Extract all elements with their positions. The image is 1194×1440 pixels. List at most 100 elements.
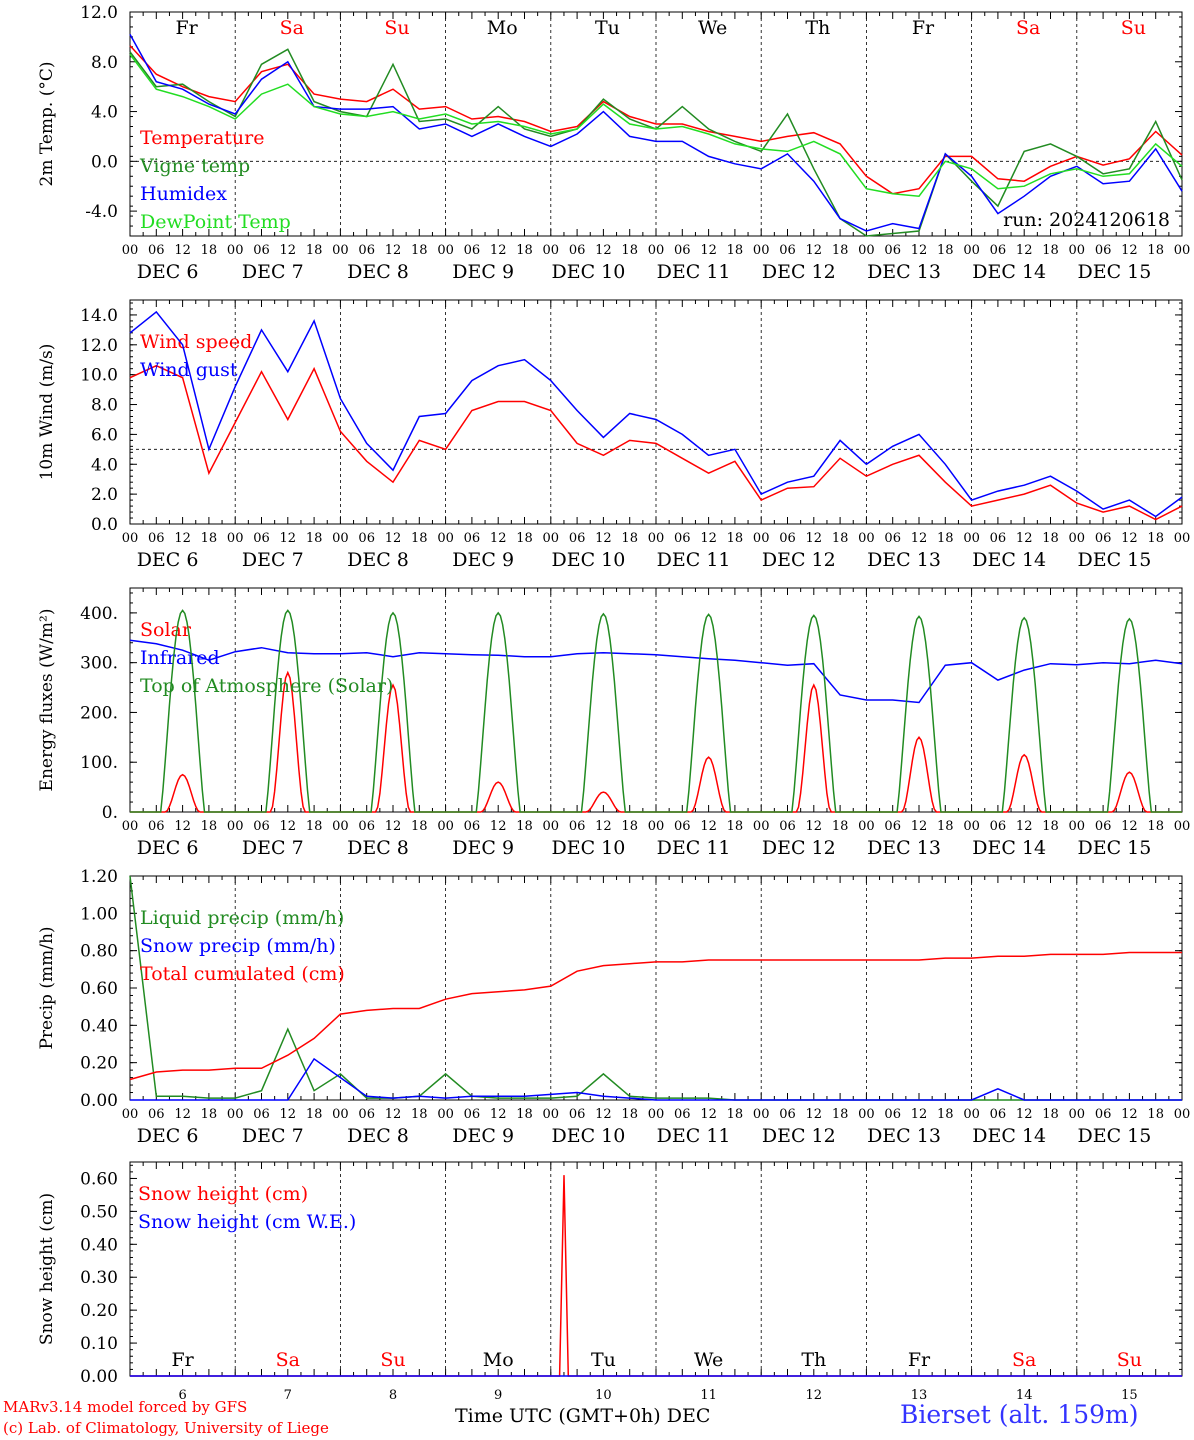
- hour-label: 12: [1016, 531, 1033, 546]
- date-number: 10: [595, 1388, 612, 1403]
- hour-label: 00: [543, 1107, 560, 1122]
- hour-label: 06: [884, 531, 901, 546]
- hour-label: 00: [648, 243, 665, 258]
- hour-label: 06: [1095, 531, 1112, 546]
- hour-label: 00: [543, 819, 560, 834]
- hour-label: 12: [280, 531, 297, 546]
- hour-label: 12: [595, 1107, 612, 1122]
- hour-label: 06: [779, 819, 796, 834]
- hour-label: 12: [174, 819, 191, 834]
- series-line-dewpoint-temp: [129, 53, 1183, 197]
- date-label: DEC 7: [242, 549, 304, 571]
- hour-label: 06: [464, 243, 481, 258]
- date-label: DEC 9: [452, 1125, 514, 1147]
- date-label: DEC 13: [867, 261, 941, 283]
- hour-label: 12: [490, 819, 507, 834]
- series-line-liquid-precip-mm-h-: [129, 875, 1182, 1101]
- y-tick-label: 12.0: [80, 3, 118, 23]
- x-axis-label: Time UTC (GMT+0h) DEC: [455, 1405, 710, 1427]
- hour-label: 06: [569, 1107, 586, 1122]
- y-tick-label: 0.60: [80, 1169, 118, 1189]
- hour-label: 12: [700, 531, 717, 546]
- series-line-wind-gust: [129, 310, 1183, 518]
- hour-label: 18: [621, 1107, 638, 1122]
- hour-label: 18: [411, 1107, 428, 1122]
- date-label: DEC 14: [972, 261, 1046, 283]
- date-label: DEC 8: [347, 837, 409, 859]
- hour-label: 06: [148, 243, 165, 258]
- hour-label: 12: [806, 1107, 823, 1122]
- date-label: DEC 14: [972, 1125, 1046, 1147]
- date-label: DEC 15: [1077, 261, 1151, 283]
- station-name: Bierset (alt. 159m): [900, 1400, 1139, 1429]
- hour-label: 06: [884, 819, 901, 834]
- date-label: DEC 9: [452, 837, 514, 859]
- date-label: DEC 10: [551, 837, 625, 859]
- legend-entry: Wind gust: [140, 359, 238, 381]
- hour-label: 12: [911, 243, 928, 258]
- hour-label: 18: [516, 819, 533, 834]
- date-label: DEC 15: [1077, 549, 1151, 571]
- weekday-label: Fr: [908, 1349, 931, 1371]
- hour-label: 12: [385, 1107, 402, 1122]
- weekday-label: Fr: [175, 17, 198, 39]
- date-label: DEC 12: [762, 1125, 836, 1147]
- hour-label: 00: [963, 819, 980, 834]
- series-line-vigne-temp: [129, 48, 1183, 237]
- hour-label: 12: [280, 819, 297, 834]
- y-tick-label: 14.0: [80, 306, 118, 326]
- hour-label: 06: [1095, 819, 1112, 834]
- hour-label: 12: [174, 531, 191, 546]
- weekday-label: Sa: [280, 17, 304, 39]
- hour-label: 06: [674, 531, 691, 546]
- hour-label: 00: [1069, 243, 1086, 258]
- weekday-label: Th: [805, 17, 830, 39]
- legend-entry: Top of Atmosphere (Solar): [140, 675, 393, 697]
- hour-label: 00: [437, 1107, 454, 1122]
- hour-label: 00: [858, 243, 875, 258]
- date-label: DEC 14: [972, 549, 1046, 571]
- legend-entry: Total cumulated (cm): [140, 963, 345, 985]
- hour-label: 00: [753, 531, 770, 546]
- hour-label: 18: [832, 531, 849, 546]
- date-label: DEC 8: [347, 261, 409, 283]
- hour-label: 06: [464, 1107, 481, 1122]
- weekday-label: We: [698, 17, 727, 39]
- hour-label: 18: [1147, 1107, 1164, 1122]
- hour-label: 18: [1147, 531, 1164, 546]
- y-tick-label: 1.00: [80, 904, 118, 924]
- date-label: DEC 11: [657, 261, 731, 283]
- hour-label: 00: [543, 243, 560, 258]
- hour-label: 06: [990, 819, 1007, 834]
- hour-label: 00: [227, 819, 244, 834]
- y-tick-label: 400.: [80, 604, 118, 624]
- panel-2: 0.0 2.0 4.0 6.0 8.0 10.0 12.0 14.0 10m Wind (m/s…: [37, 299, 1190, 571]
- date-label: DEC 6: [137, 549, 199, 571]
- panel-4: 0.00 0.20 0.40 0.60 0.80 1.00 1.20 Precip (mm/h…: [37, 867, 1190, 1147]
- legend-entry: Snow precip (mm/h): [140, 935, 336, 957]
- date-label: DEC 9: [452, 549, 514, 571]
- x-axis-month: DEC: [666, 1405, 711, 1427]
- legend-entry: Humidex: [140, 183, 227, 205]
- hour-label: 18: [201, 531, 218, 546]
- hour-label: 06: [253, 1107, 270, 1122]
- hour-label: 00: [332, 1107, 349, 1122]
- weekday-label: Su: [384, 17, 409, 39]
- hour-label: 06: [358, 531, 375, 546]
- panel-1: -4.00.04.08.012.02m Temp. (°C)00 06 12 18DE…: [37, 3, 1190, 283]
- date-label: DEC 7: [242, 1125, 304, 1147]
- date-label: DEC 11: [657, 837, 731, 859]
- y-tick-label: 8.0: [91, 53, 118, 73]
- hour-label: 12: [911, 819, 928, 834]
- weekday-label: Tu: [595, 17, 620, 39]
- hour-label: 00: [963, 531, 980, 546]
- hour-label: 18: [937, 531, 954, 546]
- date-label: DEC 9: [452, 261, 514, 283]
- hour-label: 18: [411, 531, 428, 546]
- hour-label: 06: [779, 243, 796, 258]
- hour-label: 12: [806, 531, 823, 546]
- hour-label: 12: [490, 1107, 507, 1122]
- lab-credit: (c) Lab. of Climatology, University of L…: [3, 1419, 329, 1437]
- date-number: 8: [389, 1388, 397, 1403]
- weekday-label: Tu: [591, 1349, 616, 1371]
